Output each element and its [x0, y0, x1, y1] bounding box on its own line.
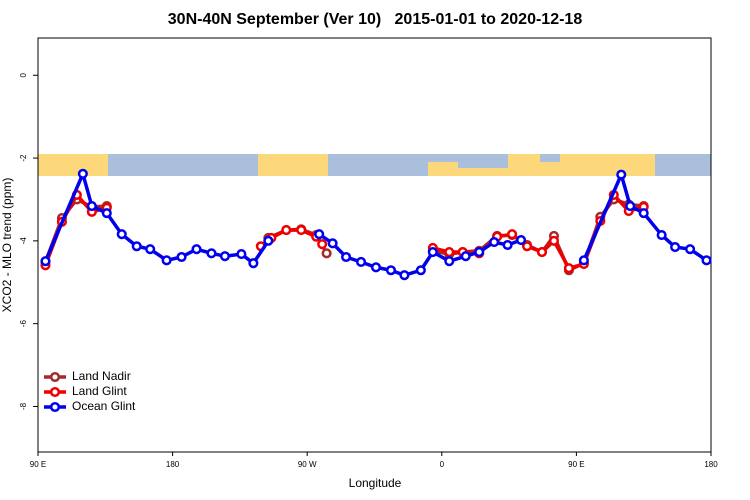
point [670, 242, 681, 253]
x-tick-label: 180 [166, 460, 180, 469]
x-tick-label: 0 [440, 460, 445, 469]
point [355, 256, 367, 268]
point [236, 249, 247, 260]
point [489, 237, 500, 248]
point [563, 263, 574, 274]
point [625, 201, 636, 212]
legend-label: Land Nadir [72, 369, 131, 383]
plot-frame [37, 37, 712, 453]
legend-marker [49, 401, 61, 413]
y-tick-label: -8 [19, 402, 28, 410]
y-tick-label: -4 [19, 237, 28, 245]
series [40, 194, 649, 276]
point [502, 239, 513, 251]
point [521, 241, 533, 252]
point [399, 270, 410, 281]
point [191, 244, 202, 255]
point [281, 225, 292, 236]
point [536, 246, 548, 258]
x-tick-label: 90 W [298, 460, 317, 469]
point [415, 265, 426, 276]
point [578, 255, 589, 266]
point [176, 251, 187, 263]
point [101, 208, 112, 219]
y-axis-title: XCO2 - MLO trend (ppm) [0, 178, 14, 313]
point [321, 248, 332, 259]
x-tick-label: 90 E [568, 460, 584, 469]
point [444, 256, 455, 267]
point [161, 255, 172, 266]
legend-label: Ocean Glint [72, 399, 136, 413]
point [507, 229, 518, 240]
point [548, 235, 560, 246]
point [341, 251, 352, 263]
point [427, 246, 438, 258]
line [43, 172, 270, 265]
x-tick-label: 90 E [30, 460, 46, 469]
x-axis-title: Longitude [349, 476, 402, 490]
legend-marker [49, 371, 61, 383]
chart-title: 30N-40N September (Ver 10) 2015-01-01 to… [168, 11, 583, 28]
point [385, 265, 397, 276]
point [701, 255, 712, 266]
point [131, 241, 142, 252]
point [516, 234, 527, 246]
point [444, 246, 455, 258]
point [77, 168, 88, 179]
point [474, 246, 485, 258]
y-tick-label: -2 [19, 154, 28, 162]
point [219, 251, 230, 262]
point [86, 201, 97, 212]
point [263, 235, 274, 246]
point [656, 230, 667, 241]
series [40, 168, 712, 281]
point [145, 244, 156, 255]
legend-label: Land Glint [72, 384, 127, 398]
point [616, 169, 627, 180]
point [327, 238, 338, 249]
point [638, 208, 649, 219]
map-strip [38, 154, 711, 176]
point [314, 229, 325, 240]
point [317, 239, 328, 250]
point [296, 225, 307, 236]
point [685, 244, 696, 255]
point [206, 248, 217, 259]
point [370, 262, 382, 273]
legend-marker [49, 386, 61, 398]
point [40, 256, 51, 267]
y-tick-label: -6 [19, 320, 28, 328]
point [460, 251, 471, 262]
y-tick-label: 0 [19, 72, 28, 77]
x-tick-label: 180 [704, 460, 718, 469]
point [116, 229, 127, 240]
point [248, 258, 259, 269]
